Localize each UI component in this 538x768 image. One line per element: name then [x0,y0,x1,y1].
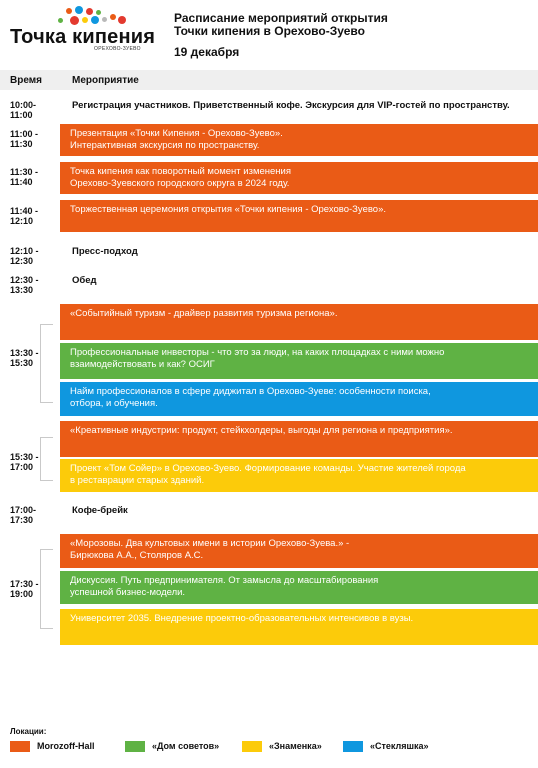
logo-dot [110,14,116,20]
location-swatch [343,741,363,752]
schedule-time: 10:00- 11:00 [10,100,37,120]
logo-dot [86,8,93,15]
schedule-time: 17:00- 17:30 [10,505,37,525]
schedule-event: Пресс-подход [72,246,138,257]
logo-dot [66,8,72,14]
schedule-time: 15:30 - 17:00 [10,452,39,472]
schedule-event: Обед [72,275,97,286]
logo-dot [70,16,79,25]
schedule-event-bar: «Событийный туризм - драйвер развития ту… [60,304,538,340]
location-label: «Дом советов» [152,741,220,751]
table-header: Время Мероприятие [0,70,538,90]
column-header-time: Время [10,75,42,86]
location-label: «Знаменка» [269,741,322,751]
schedule-time: 13:30 - 15:30 [10,348,39,368]
logo-title: Точка кипения [10,26,156,48]
schedule-event-bar: Торжественная церемония открытия «Точки … [60,200,538,232]
column-header-event: Мероприятие [72,75,139,86]
schedule-event-bar: Профессиональные инвесторы - что это за … [60,343,538,379]
logo-dots [8,6,158,40]
page-title: Расписание мероприятий открытия Точки ки… [174,12,388,38]
logo-dot [82,17,88,23]
logo-dot [75,6,83,14]
schedule-event-bar: Точка кипения как поворотный момент изме… [60,162,538,194]
schedule-time: 12:30 - 13:30 [10,275,39,295]
page-title-line2: Точки кипения в Орехово-Зуево [174,24,365,38]
schedule-event-bar: «Морозовы. Два культовых имени в истории… [60,534,538,568]
schedule-event-bar: Дискуссия. Путь предпринимателя. От замы… [60,571,538,604]
time-group-bracket [40,549,53,629]
schedule-event-bar: Найм профессионалов в сфере диджитал в О… [60,382,538,416]
logo-dot [58,18,63,23]
schedule-event-bar: «Креативные индустрии: продукт, стейкхол… [60,421,538,457]
schedule-event: Кофе-брейк [72,505,128,516]
location-label: Morozoff-Hall [37,741,95,751]
schedule-time: 11:40 - 12:10 [10,206,39,226]
location-swatch [10,741,30,752]
time-group-bracket [40,437,53,481]
time-group-bracket [40,324,53,403]
logo: Точка кипения ОРЕХОВО-ЗУЕВО [8,6,158,56]
schedule-time: 17:30 - 19:00 [10,579,39,599]
logo-dot [118,16,126,24]
schedule-time: 12:10 - 12:30 [10,246,39,266]
schedule-time: 11:00 - 11:30 [10,129,39,149]
logo-subtitle: ОРЕХОВО-ЗУЕВО [94,46,141,52]
logo-dot [96,10,101,15]
location-swatch [242,741,262,752]
schedule-event-bar: Университет 2035. Внедрение проектно-обр… [60,609,538,645]
event-date: 19 декабря [174,45,240,59]
schedule-event-bar: Проект «Том Сойер» в Орехово-Зуево. Форм… [60,459,538,492]
logo-dot [102,17,107,22]
locations-title: Локации: [10,727,47,736]
location-swatch [125,741,145,752]
location-label: «Стекляшка» [370,741,429,751]
schedule-event: Регистрация участников. Приветственный к… [72,100,510,111]
logo-dot [91,16,99,24]
schedule-event-bar: Презентация «Точки Кипения - Орехово-Зуе… [60,124,538,156]
schedule-time: 11:30 - 11:40 [10,167,39,187]
page-title-line1: Расписание мероприятий открытия [174,11,388,25]
